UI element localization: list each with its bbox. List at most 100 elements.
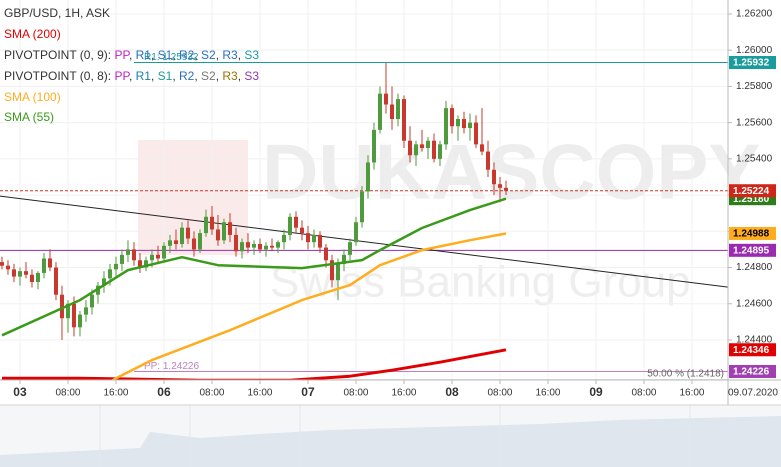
candle-body [203, 216, 208, 234]
candle-body [335, 263, 340, 281]
legend-item: S2 [201, 69, 216, 83]
legend-item: S1 [158, 69, 173, 83]
x-tick-label: 08:00 [631, 388, 656, 399]
legend-item: S2 [201, 48, 216, 62]
candle-body [179, 227, 184, 244]
candle-body [455, 118, 460, 127]
candle-body [395, 99, 400, 119]
x-tick-label: 16:00 [103, 388, 128, 399]
candle-body [0, 262, 4, 266]
candle-body [389, 104, 394, 119]
level-label: R1: 1.25932 [144, 52, 199, 63]
price-tag [729, 343, 776, 357]
x-tick-label: 16:00 [535, 388, 560, 399]
candle-body [83, 307, 88, 315]
price-tag [729, 55, 776, 69]
legend-separator: , [216, 48, 223, 62]
candle-body [233, 234, 238, 252]
candle-body [5, 265, 10, 270]
legend-prefix: PIVOTPOINT (0, 9): [4, 48, 114, 62]
candle-body [401, 99, 406, 141]
candle-body [101, 278, 106, 286]
candle-body [239, 242, 244, 252]
y-tick-label: 1.25400 [736, 153, 773, 164]
candle-body [431, 140, 436, 159]
price-tag [729, 226, 776, 240]
candle-body [173, 240, 178, 244]
candle-body [467, 122, 472, 129]
candle-body [29, 274, 34, 283]
candle-body [353, 222, 358, 243]
legend-item: R1 [136, 48, 152, 62]
candle-body [413, 144, 418, 156]
candle-body [107, 269, 112, 279]
price-tag-label: 1.24895 [733, 245, 770, 256]
candle-body [407, 140, 412, 156]
price-tag-label: 1.24346 [733, 345, 770, 356]
x-tick-label: 16:00 [391, 388, 416, 399]
x-tick-label: 08:00 [487, 388, 512, 399]
legend-item: PP [114, 69, 130, 83]
candle-body [131, 249, 136, 261]
candle-body [35, 272, 40, 283]
x-tick-label: 09 [589, 385, 603, 399]
price-tag [729, 243, 776, 257]
candle-body [77, 314, 82, 328]
candle-body [251, 243, 256, 248]
legend-entry: SMA (200) [4, 27, 61, 41]
candle-body [359, 191, 364, 223]
candle-body [281, 234, 286, 243]
candle-body [377, 93, 382, 130]
axes: 1.244001.246001.248001.250001.252001.254… [13, 9, 778, 400]
candle-body [41, 258, 46, 273]
candle-body [485, 151, 490, 170]
date-label: 09.07.2020 [728, 388, 778, 399]
y-tick-label: 1.26000 [736, 45, 773, 56]
candle-body [209, 216, 214, 230]
sma-line [2, 348, 507, 380]
candle-body [65, 303, 70, 319]
candle-body [149, 254, 154, 261]
level-label: 50.00 % (1.2418) [647, 368, 724, 379]
chart-title: GBP/USD, 1H, ASK [4, 6, 110, 20]
plot: R1: 1.25932 PP: 1.24226 50.00 % (1.2418) [0, 52, 728, 380]
candle-body [365, 162, 370, 192]
candle-body [383, 93, 388, 105]
candle-body [227, 222, 232, 235]
grid [0, 0, 728, 380]
legend-entry: PIVOTPOINT (0, 8): PP, R1, S1, R2, S2, R… [4, 69, 259, 83]
legend-separator: , [129, 69, 136, 83]
candle-body [293, 216, 298, 228]
candle-body [317, 234, 322, 248]
y-tick-label: 1.25600 [736, 117, 773, 128]
candle-body [491, 169, 496, 185]
candle-body [113, 263, 118, 270]
x-tick-label: 08:00 [55, 388, 80, 399]
candle-body [71, 303, 76, 328]
candle-body [323, 247, 328, 261]
price-tag-label: 1.24988 [733, 229, 770, 240]
x-tick-label: 08 [445, 385, 459, 399]
candle-body [305, 233, 310, 243]
x-tick-label: 16:00 [679, 388, 704, 399]
price-tag [729, 364, 776, 378]
sma-line [110, 232, 507, 380]
y-tick-label: 1.26200 [736, 9, 773, 20]
candle-body [47, 258, 52, 268]
legend-separator: , [238, 69, 245, 83]
legend-item: R2 [179, 48, 195, 62]
x-tick-label: 08:00 [199, 388, 224, 399]
candle-body [257, 243, 262, 250]
legend-prefix: PIVOTPOINT (0, 8): [4, 69, 114, 83]
candle-body [341, 254, 346, 264]
candle-body [23, 271, 28, 275]
price-tag-label: 1.25224 [733, 186, 770, 197]
legend-item: R3 [222, 48, 238, 62]
legend-item: S1 [158, 48, 173, 62]
legend-separator: , [172, 69, 179, 83]
candle-body [299, 227, 304, 234]
candle-body [287, 216, 292, 235]
candle-body [449, 108, 454, 127]
